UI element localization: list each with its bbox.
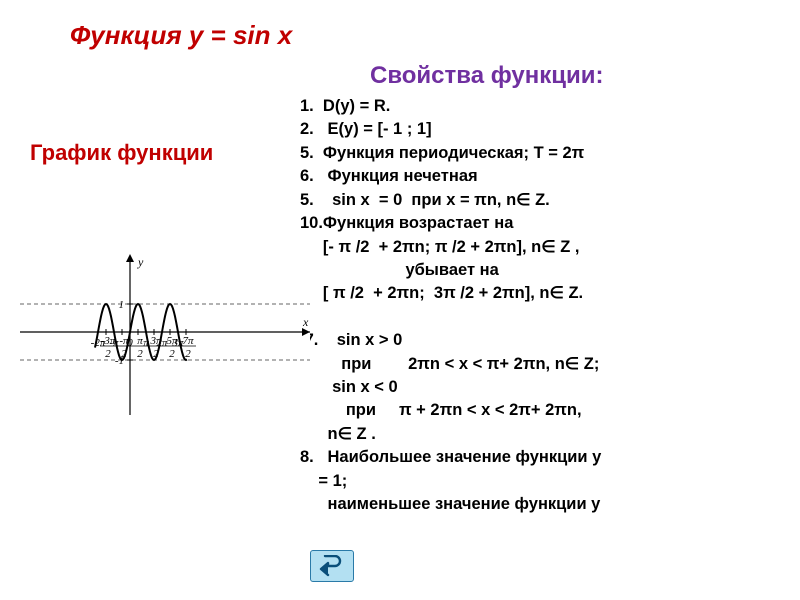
svg-text:2: 2 [153, 348, 159, 360]
property-line: 8. Наибольшее значение функции у [300, 446, 790, 469]
svg-text:2: 2 [185, 348, 191, 360]
property-line: 2. E(y) = [- 1 ; 1] [300, 118, 790, 141]
back-button[interactable] [310, 550, 354, 582]
property-line: 5. Функция периодическая; Т = 2π [300, 142, 790, 165]
property-line: при 2πn < x < π+ 2πn, n∈ Z; [300, 353, 790, 376]
svg-text:2: 2 [137, 348, 143, 360]
property-line: 6. Функция нечетная [300, 165, 790, 188]
svg-text:2: 2 [169, 348, 175, 360]
svg-text:1: 1 [119, 299, 125, 311]
svg-text:2: 2 [105, 348, 111, 360]
property-line: = 1; [300, 470, 790, 493]
svg-text:-π: -π [109, 337, 119, 349]
svg-text:-1: -1 [115, 355, 124, 367]
svg-text:π: π [143, 337, 149, 349]
svg-text:y: y [137, 255, 144, 269]
svg-text:x: x [302, 315, 309, 329]
properties-heading: Свойства функции: [370, 62, 604, 90]
property-line [300, 306, 790, 329]
property-line: убывает на [300, 259, 790, 282]
property-line: наименьшее значение функции у [300, 493, 790, 516]
svg-text:0: 0 [127, 337, 133, 349]
property-line: при π + 2πn < x < 2π+ 2πn, [300, 399, 790, 422]
page-title: Функция y = sin x [70, 20, 292, 51]
property-line: 1. D(y) = R. [300, 95, 790, 118]
property-line: 10.Функция возрастает на [300, 212, 790, 235]
properties-list: 1. D(y) = R.2. E(y) = [- 1 ; 1]5. Функци… [300, 95, 790, 517]
graph-heading: График функции [30, 140, 213, 166]
property-line: sin x < 0 [300, 376, 790, 399]
sine-chart: yx-2π-3π2-π-π20π2π3π22π5π23π7π21-1 [20, 250, 310, 415]
property-line: 7. sin x > 0 [300, 329, 790, 352]
svg-text:7π: 7π [182, 335, 194, 347]
property-line: n∈ Z . [300, 423, 790, 446]
property-line: 5. sin x = 0 при x = πn, n∈ Z. [300, 189, 790, 212]
u-turn-arrow-icon [319, 555, 345, 577]
property-line: [ π /2 + 2πn; 3π /2 + 2πn], n∈ Z. [300, 282, 790, 305]
property-line: [- π /2 + 2πn; π /2 + 2πn], n∈ Z , [300, 236, 790, 259]
